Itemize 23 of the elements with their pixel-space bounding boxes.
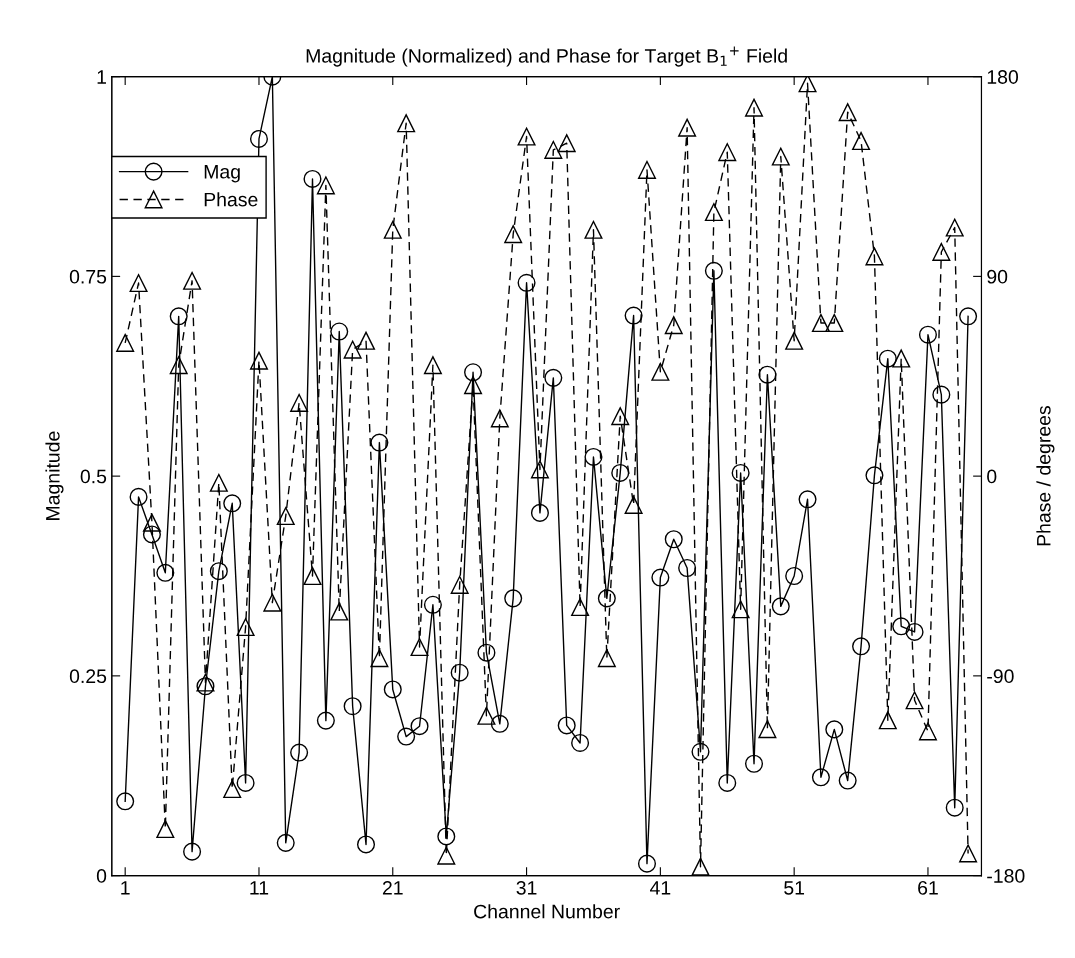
y2-axis-title: Phase / degrees (1036, 406, 1055, 546)
y2-tick-label: -90 (987, 669, 1014, 684)
x-tick-label: 31 (516, 880, 537, 895)
legend-label: Phase (204, 192, 258, 207)
x-tick-label: 11 (250, 881, 269, 895)
y2-tick-label: -180 (987, 869, 1025, 883)
y-tick-label: 0.75 (69, 269, 107, 284)
x-tick-label: 61 (918, 880, 938, 895)
chart-title: Magnitude (Normalized) and Phase for Target B$_{1}$$^{+}$ Field (306, 46, 787, 67)
legend-label: Mag (204, 165, 240, 183)
x-tick-label: 41 (650, 881, 671, 895)
x-tick-label: 21 (382, 880, 403, 895)
x-tick-label: 1 (121, 881, 130, 895)
y-tick-label: 0 (96, 869, 107, 883)
y-tick-label: 1 (97, 70, 106, 84)
y-tick-label: 0.25 (69, 669, 107, 684)
x-tick-label: 51 (784, 881, 805, 895)
y2-tick-label: 180 (987, 70, 1019, 84)
y2-tick-label: 0 (987, 469, 997, 484)
y-axis-title: Magnitude (45, 431, 64, 520)
y-tick-label: 0.5 (80, 469, 107, 484)
y2-tick-label: 90 (987, 269, 1008, 284)
x-axis-title: Channel Number (474, 904, 620, 919)
